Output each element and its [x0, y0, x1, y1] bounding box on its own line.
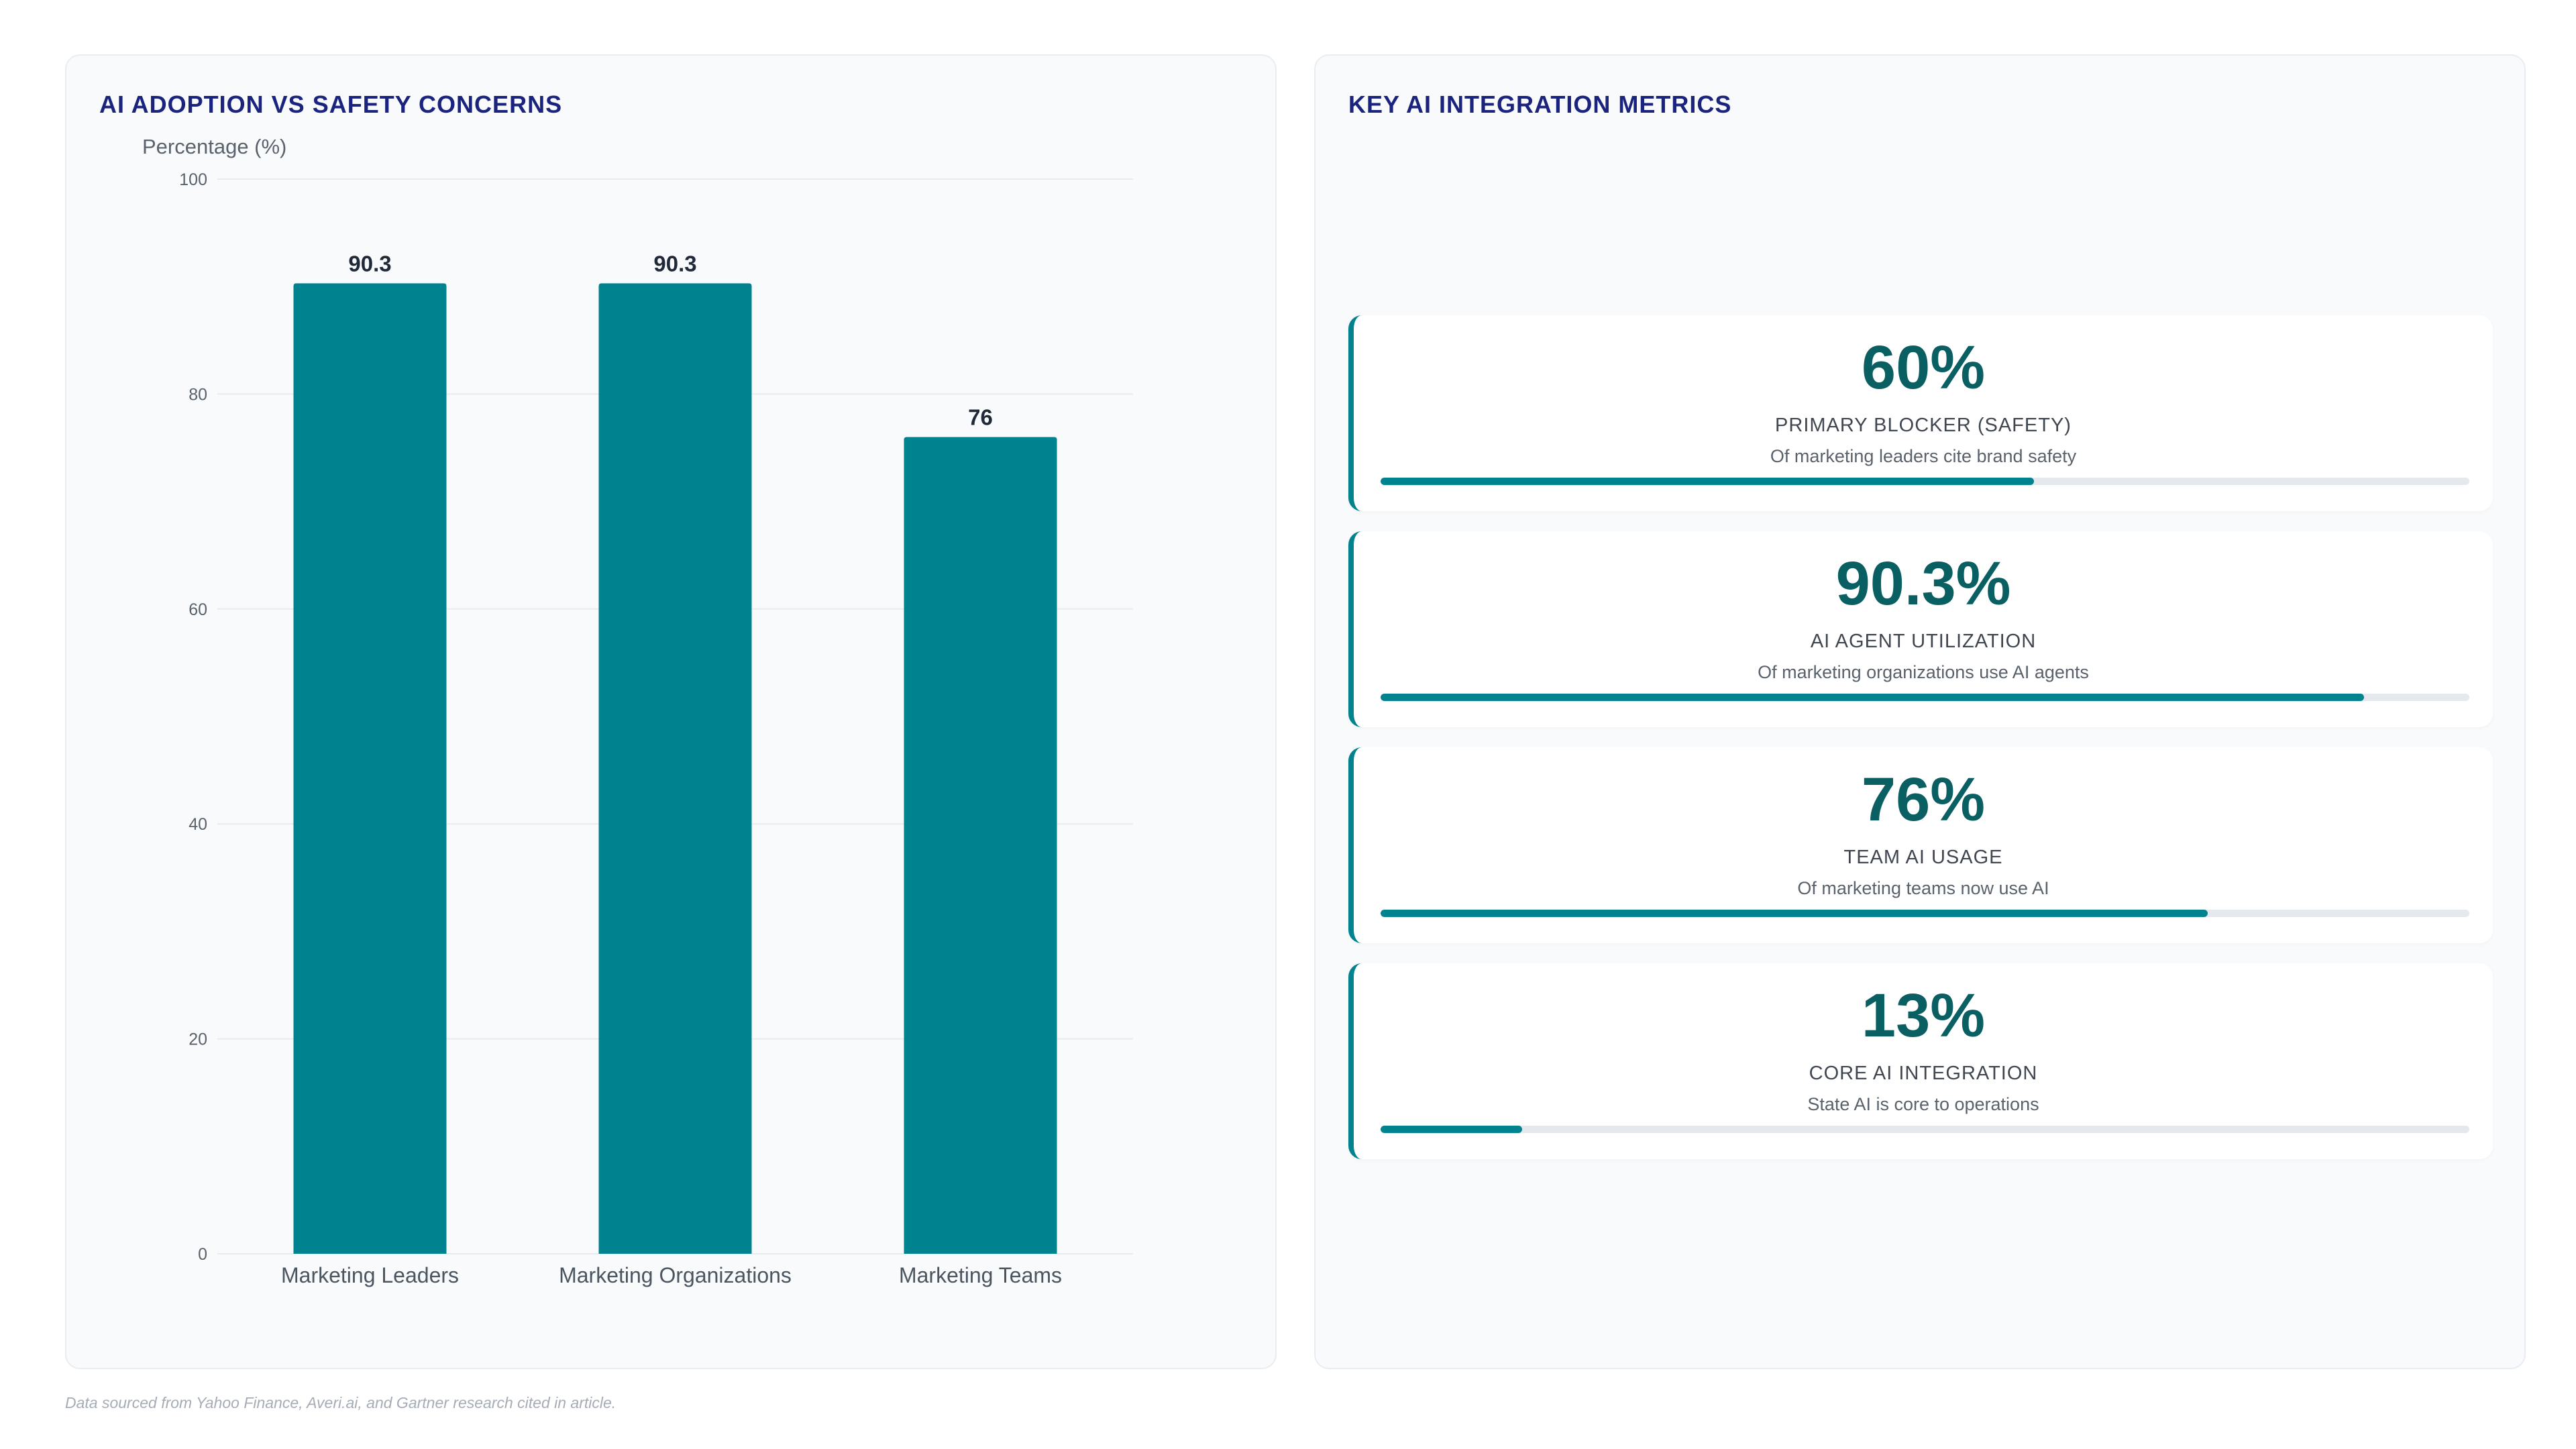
bar-value-label: 90.3: [348, 251, 391, 276]
bar-value-label: 76: [968, 405, 993, 429]
metric-progress-fill: [1381, 478, 2034, 485]
bar-value-label: 90.3: [653, 251, 696, 276]
metric-card-agent-utilization: 90.3% AI AGENT UTILIZATION Of marketing …: [1348, 531, 2493, 727]
metric-value: 90.3%: [1835, 549, 2011, 618]
metrics-panel: KEY AI INTEGRATION METRICS 60% PRIMARY B…: [1314, 54, 2526, 1369]
metric-progress-track: [1381, 1126, 2469, 1133]
y-tick-label: 40: [189, 815, 207, 834]
metric-progress-fill: [1381, 910, 2208, 917]
adoption-chart-panel: AI ADOPTION VS SAFETY CONCERNS Percentag…: [65, 54, 1277, 1369]
metrics-panel-title: KEY AI INTEGRATION METRICS: [1348, 91, 1732, 118]
y-tick-label: 0: [198, 1245, 207, 1264]
metric-progress-track: [1381, 694, 2469, 701]
x-category-label: Marketing Leaders: [281, 1263, 459, 1287]
metric-label: CORE AI INTEGRATION: [1809, 1063, 2038, 1084]
metric-description: State AI is core to operations: [1807, 1094, 2039, 1114]
chart-panel-title: AI ADOPTION VS SAFETY CONCERNS: [99, 91, 563, 118]
bar: [598, 283, 752, 1254]
y-tick-label: 100: [179, 170, 207, 189]
metrics-list: 60% PRIMARY BLOCKER (SAFETY) Of marketin…: [1348, 315, 2493, 1179]
metric-label: AI AGENT UTILIZATION: [1810, 631, 2037, 652]
metric-card-core-integration: 13% CORE AI INTEGRATION State AI is core…: [1348, 963, 2493, 1159]
y-tick-label: 80: [189, 385, 207, 404]
x-category-label: Marketing Teams: [899, 1263, 1062, 1287]
metric-card-team-usage: 76% TEAM AI USAGE Of marketing teams now…: [1348, 747, 2493, 943]
metric-description: Of marketing leaders cite brand safety: [1770, 446, 2077, 466]
metric-value: 60%: [1861, 333, 1986, 402]
metric-value: 76%: [1861, 765, 1986, 834]
metric-progress-track: [1381, 910, 2469, 917]
metric-label: TEAM AI USAGE: [1843, 847, 2003, 868]
metric-value: 13%: [1861, 981, 1986, 1050]
metric-description: Of marketing organizations use AI agents: [1758, 662, 2089, 682]
bar: [293, 283, 447, 1254]
bar: [904, 437, 1057, 1254]
source-footnote: Data sourced from Yahoo Finance, Averi.a…: [65, 1394, 616, 1411]
y-tick-label: 60: [189, 600, 207, 619]
metric-progress-fill: [1381, 694, 2364, 701]
y-axis-title: Percentage (%): [142, 135, 286, 158]
metric-label: PRIMARY BLOCKER (SAFETY): [1775, 415, 2072, 436]
metric-card-primary-blocker: 60% PRIMARY BLOCKER (SAFETY) Of marketin…: [1348, 315, 2493, 511]
metric-progress-track: [1381, 478, 2469, 485]
metric-progress-fill: [1381, 1126, 1522, 1133]
x-category-label: Marketing Organizations: [559, 1263, 792, 1287]
metric-description: Of marketing teams now use AI: [1797, 878, 2049, 898]
bar-chart: Percentage (%) 0 20 40 60 80 100 90.3 Marketing …: [142, 135, 1133, 1287]
y-tick-label: 20: [189, 1030, 207, 1049]
